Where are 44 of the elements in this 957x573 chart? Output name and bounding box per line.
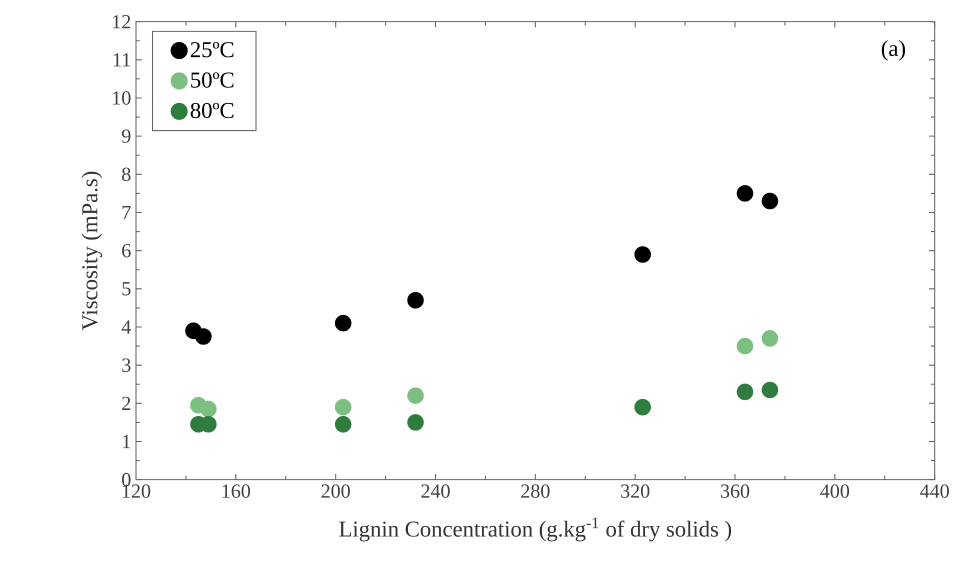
x-tick-label: 320 xyxy=(621,484,650,498)
y-tick-label: 7 xyxy=(122,206,131,220)
point xyxy=(407,414,424,431)
y-tick-label: 10 xyxy=(113,91,131,105)
x-tick-label: 240 xyxy=(421,484,450,498)
legend-label: 50ºC xyxy=(191,72,234,88)
x-tick-label: 400 xyxy=(820,484,850,498)
y-tick-label: 12 xyxy=(113,15,130,28)
point xyxy=(334,398,352,416)
y-tick-label: 9 xyxy=(122,129,130,143)
point xyxy=(334,416,352,433)
x-tick-label: 200 xyxy=(322,484,350,498)
y-tick-label: 8 xyxy=(122,168,131,182)
y-tick-label: 0 xyxy=(122,472,131,486)
point xyxy=(736,384,754,400)
legend-label: 25ºC xyxy=(190,42,234,58)
point xyxy=(407,292,424,309)
y-tick-label: 11 xyxy=(114,53,130,66)
point xyxy=(762,192,778,210)
x-tick-label: 440 xyxy=(920,484,949,498)
y-tick-label: 4 xyxy=(122,320,131,334)
point xyxy=(762,382,778,398)
legend-label: 80ºC xyxy=(190,102,234,118)
point xyxy=(200,400,217,418)
y-tick-label: 1 xyxy=(123,434,130,448)
y-tick-label: 5 xyxy=(122,282,131,296)
point xyxy=(736,185,754,202)
y-tick-label: 3 xyxy=(122,358,131,372)
point xyxy=(736,338,754,354)
point xyxy=(195,328,212,345)
point xyxy=(334,314,352,332)
x-tick-label: 360 xyxy=(720,484,750,498)
x-tick-label: 160 xyxy=(222,484,250,498)
y-tick-label: 6 xyxy=(122,244,131,258)
y-tick-label: 2 xyxy=(122,396,130,410)
annotation: (a) xyxy=(882,40,905,61)
point xyxy=(634,246,651,263)
point xyxy=(634,398,651,416)
x-axis-title: Lignin Concentration (g.kg$^{-1}$ of dry solids ) xyxy=(339,518,732,542)
x-tick-label: 120 xyxy=(122,484,150,498)
y-axis-title: Viscosity (mPa.s) xyxy=(82,172,102,330)
x-tick-label: 280 xyxy=(521,484,550,498)
point xyxy=(407,387,424,404)
point xyxy=(762,330,778,347)
